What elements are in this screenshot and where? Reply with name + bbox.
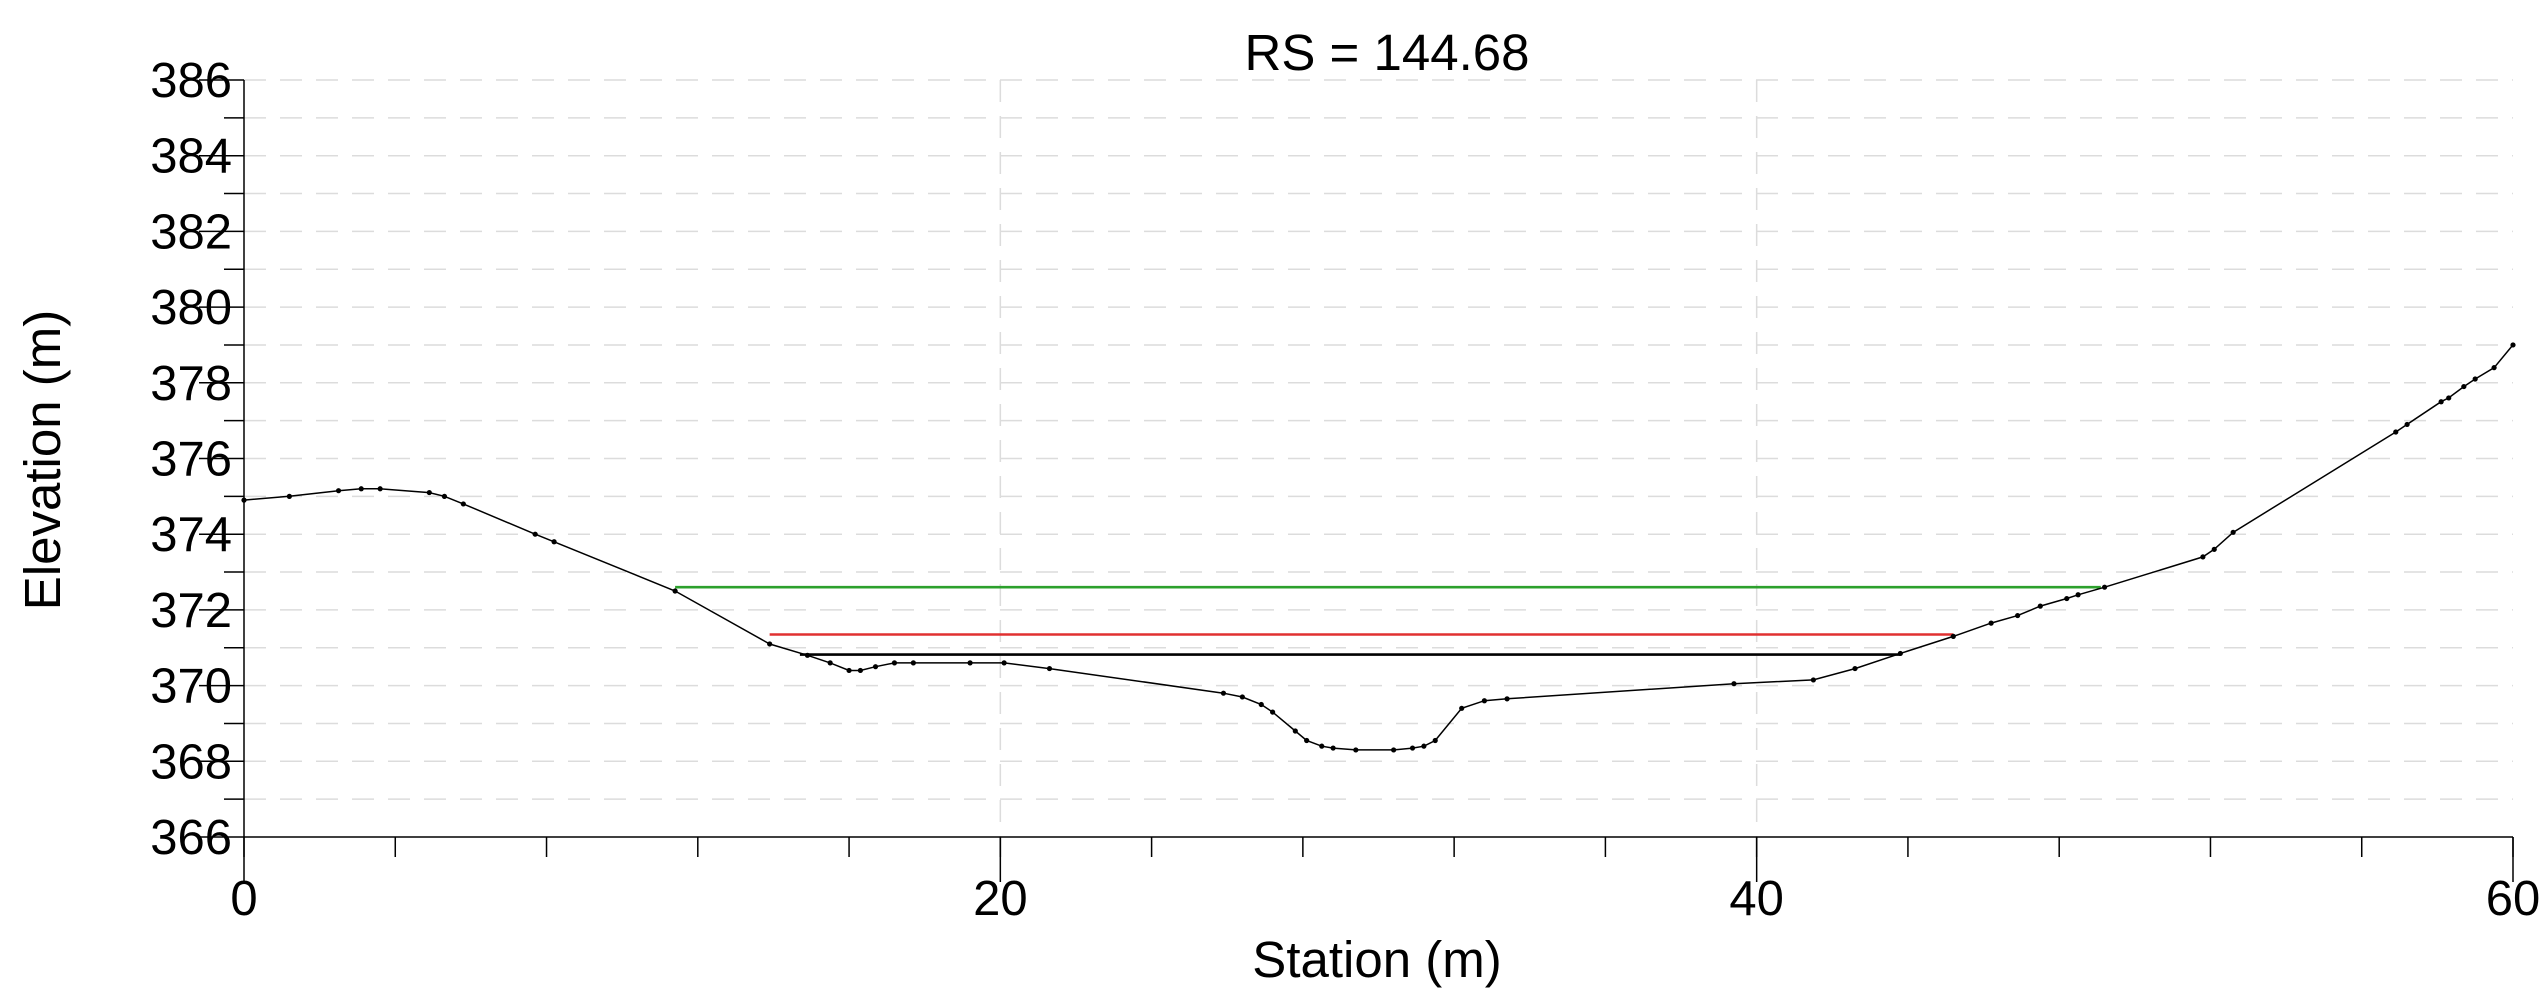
ground-point — [2037, 603, 2043, 609]
ground-point — [1239, 694, 1245, 700]
ground-point — [1731, 681, 1737, 687]
y-tick-label: 384 — [150, 130, 232, 184]
ground-point — [857, 667, 864, 674]
y-tick-label: 366 — [150, 811, 232, 865]
ground-point — [1391, 747, 1397, 753]
ground-point — [2461, 383, 2467, 390]
ground-point — [672, 588, 678, 594]
ground-point — [460, 501, 466, 507]
y-tick-label: 372 — [150, 584, 232, 638]
ground-point — [767, 641, 773, 647]
ground-point — [551, 539, 557, 545]
axes: 366 368 370 372 374 376 378 380 382 384 386 0 20 40 60 — [150, 54, 2540, 926]
ground-point — [335, 488, 342, 494]
ground-point — [804, 652, 811, 658]
ground-point — [1304, 737, 1310, 744]
ground-point — [1292, 728, 1298, 734]
ground-point — [1330, 745, 1336, 751]
ground-point — [891, 660, 898, 666]
ground-point — [2510, 342, 2516, 348]
ground-point — [532, 531, 538, 537]
ground-point — [1319, 743, 1325, 749]
ground-point — [377, 486, 383, 492]
ground-point — [910, 660, 916, 666]
ground-point — [2200, 554, 2206, 560]
y-tick-label: 378 — [150, 357, 232, 411]
ground-point — [241, 497, 247, 503]
ground-point — [1421, 743, 1427, 749]
ground-point — [967, 660, 973, 666]
y-tick-label: 374 — [150, 508, 232, 562]
ground-point — [1258, 701, 1264, 708]
ground-point — [2438, 399, 2444, 405]
ground-point — [2404, 421, 2410, 428]
y-tick-label: 376 — [150, 433, 232, 487]
ground-point — [2230, 529, 2236, 535]
y-tick-label: 368 — [150, 735, 232, 789]
ground-point — [1988, 620, 1994, 626]
y-tick-label: 380 — [150, 281, 232, 335]
x-tick-label: 0 — [230, 872, 257, 926]
ground-point — [358, 486, 364, 492]
ground-point — [2015, 612, 2021, 619]
ground-point — [1046, 665, 1053, 672]
grid — [244, 79, 2513, 837]
ground-point — [286, 493, 292, 499]
ground-point — [2064, 595, 2070, 602]
ground-profile-line — [243, 344, 2514, 751]
y-axis-label: Elevation (m) — [14, 310, 71, 610]
y-tick-label: 386 — [150, 54, 232, 108]
x-tick-label: 60 — [2486, 872, 2541, 926]
ground-point — [1504, 696, 1510, 702]
x-tick-label: 20 — [973, 872, 1028, 926]
ground-point — [1897, 650, 1903, 657]
y-tick-label: 382 — [150, 205, 232, 259]
y-tick-label: 370 — [150, 660, 232, 714]
ground-point — [1220, 690, 1227, 696]
ground-point — [2393, 429, 2399, 435]
ground-point — [2472, 376, 2478, 382]
ground-point — [1810, 677, 1816, 683]
x-axis-label: Station (m) — [1252, 931, 1501, 988]
ground-point — [1950, 633, 1956, 639]
ground-point — [1459, 705, 1465, 711]
ground-point — [1001, 660, 1007, 666]
ground-point — [827, 660, 833, 666]
series — [241, 342, 2516, 753]
ground-point — [1409, 745, 1416, 751]
chart-title: RS = 144.68 — [1245, 24, 1530, 81]
ground-point — [2075, 592, 2081, 598]
ground-point — [426, 489, 432, 496]
ground-point — [441, 493, 448, 499]
ground-point — [1432, 737, 1438, 744]
x-tick-label: 40 — [1729, 872, 1784, 926]
ground-point — [1270, 709, 1276, 715]
ground-point — [1852, 665, 1858, 672]
ground-point — [2101, 584, 2108, 590]
ground-point — [2491, 365, 2497, 371]
ground-point — [1481, 698, 1487, 704]
ground-point — [846, 667, 852, 674]
ground-point — [1353, 747, 1359, 753]
ground-point — [2446, 395, 2452, 401]
ground-point — [2211, 546, 2217, 552]
ground-point — [872, 664, 879, 670]
